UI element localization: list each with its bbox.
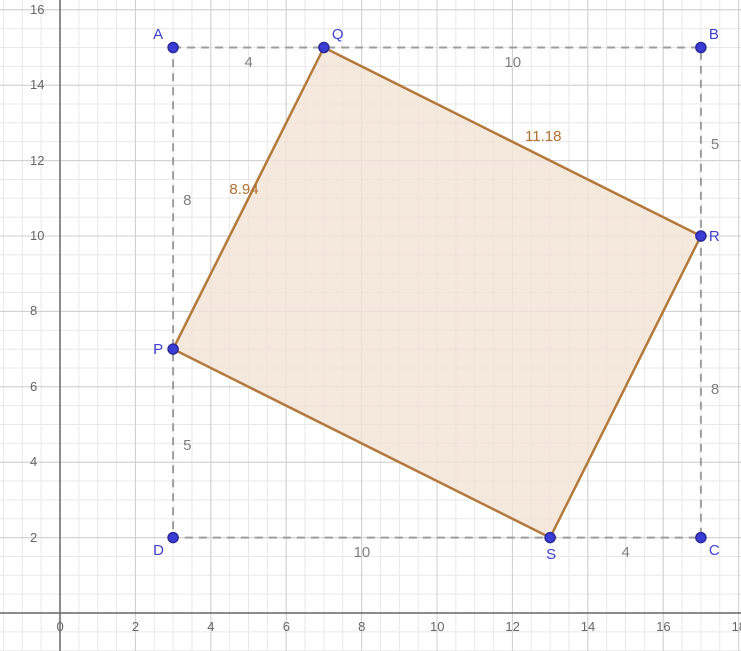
segment-label-9: 11.18 xyxy=(525,128,561,145)
x-tick-14: 14 xyxy=(581,619,595,634)
point-label-R: R xyxy=(709,228,720,245)
x-tick-0: 0 xyxy=(57,619,64,634)
coordinate-chart: 0 2 4 6 8 10 12 14 16 18 2 4 6 8 10 12 14 16 A Q B R C S D P 4 10 5 8… xyxy=(0,0,741,651)
x-tick-10: 10 xyxy=(430,619,444,634)
segment-label-1: 10 xyxy=(504,54,521,71)
segment-label-3: 8 xyxy=(711,381,719,398)
x-tick-6: 6 xyxy=(283,619,290,634)
x-tick-16: 16 xyxy=(656,619,670,634)
segment-label-5: 10 xyxy=(354,544,371,561)
y-tick-2: 2 xyxy=(30,530,37,545)
x-tick-8: 8 xyxy=(358,619,365,634)
point-label-C: C xyxy=(709,542,720,559)
point-label-Q: Q xyxy=(332,26,344,43)
y-tick-4: 4 xyxy=(30,454,37,469)
chart-svg xyxy=(0,0,741,651)
x-tick-2: 2 xyxy=(132,619,139,634)
y-tick-14: 14 xyxy=(30,77,44,92)
segment-label-4: 4 xyxy=(622,544,630,561)
y-tick-12: 12 xyxy=(30,153,44,168)
segment-label-8: 8.94 xyxy=(229,181,258,198)
segment-label-0: 4 xyxy=(245,54,253,71)
segment-label-6: 5 xyxy=(183,437,191,454)
segment-label-7: 8 xyxy=(183,192,191,209)
y-tick-10: 10 xyxy=(30,228,44,243)
y-tick-6: 6 xyxy=(30,379,37,394)
y-tick-8: 8 xyxy=(30,303,37,318)
point-label-S: S xyxy=(546,546,556,563)
x-tick-12: 12 xyxy=(505,619,519,634)
point-label-D: D xyxy=(153,542,164,559)
y-tick-16: 16 xyxy=(30,2,44,17)
point-label-B: B xyxy=(709,26,719,43)
x-tick-4: 4 xyxy=(207,619,214,634)
segment-label-2: 5 xyxy=(711,136,719,153)
point-label-A: A xyxy=(153,26,163,43)
point-label-P: P xyxy=(153,341,163,358)
x-tick-18: 18 xyxy=(732,619,741,634)
